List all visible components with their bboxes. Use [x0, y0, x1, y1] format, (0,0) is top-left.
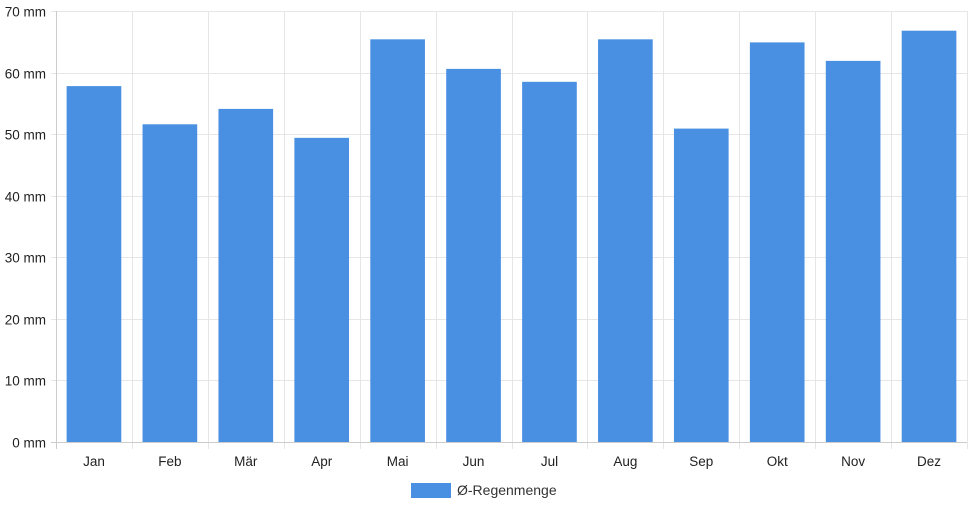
x-tick-label: Apr [311, 454, 333, 469]
x-tick-label: Aug [613, 454, 637, 469]
bar-jul [522, 81, 577, 443]
grid-lines [51, 11, 968, 449]
y-tick-label: 20 mm [5, 313, 46, 328]
x-tick-label: Dez [917, 454, 941, 469]
y-tick-label: 60 mm [5, 67, 46, 82]
bar-jun [446, 68, 501, 443]
bar-feb [142, 124, 198, 442]
y-tick-label: 50 mm [5, 128, 46, 143]
x-tick-label: Mär [234, 454, 258, 469]
bar-apr [294, 137, 350, 442]
y-tick-label: 40 mm [5, 190, 46, 205]
x-tick-label: Feb [158, 454, 181, 469]
legend-swatch [411, 483, 451, 498]
x-tick-label: Jul [541, 454, 558, 469]
y-tick-label: 30 mm [5, 251, 46, 266]
bar-mai [370, 39, 425, 443]
x-tick-label: Okt [767, 454, 788, 469]
bar-nov [825, 60, 881, 442]
bar-aug [598, 39, 653, 443]
legend: Ø-Regenmenge [411, 482, 557, 498]
x-tick-label: Mai [387, 454, 409, 469]
bar-dez [901, 30, 957, 443]
x-tick-label: Jun [463, 454, 485, 469]
bar-okt [749, 42, 805, 442]
y-axis-tick-labels: 0 mm 10 mm 20 mm 30 mm 40 mm 50 mm 60 mm 70 mm [5, 5, 46, 451]
x-tick-label: Jan [83, 454, 105, 469]
y-tick-label: 0 mm [12, 436, 46, 451]
bars [66, 30, 957, 443]
y-tick-label: 10 mm [5, 374, 46, 389]
bar-mär [218, 108, 274, 443]
bar-jan [66, 86, 122, 443]
x-tick-label: Nov [841, 454, 865, 469]
x-axis-tick-labels: Jan Feb Mär Apr Mai Jun Jul Aug Sep Okt Nov Dez [83, 454, 941, 469]
legend-label: Ø-Regenmenge [457, 482, 557, 498]
x-tick-label: Sep [689, 454, 713, 469]
y-tick-label: 70 mm [5, 5, 46, 20]
bar-sep [673, 128, 729, 442]
